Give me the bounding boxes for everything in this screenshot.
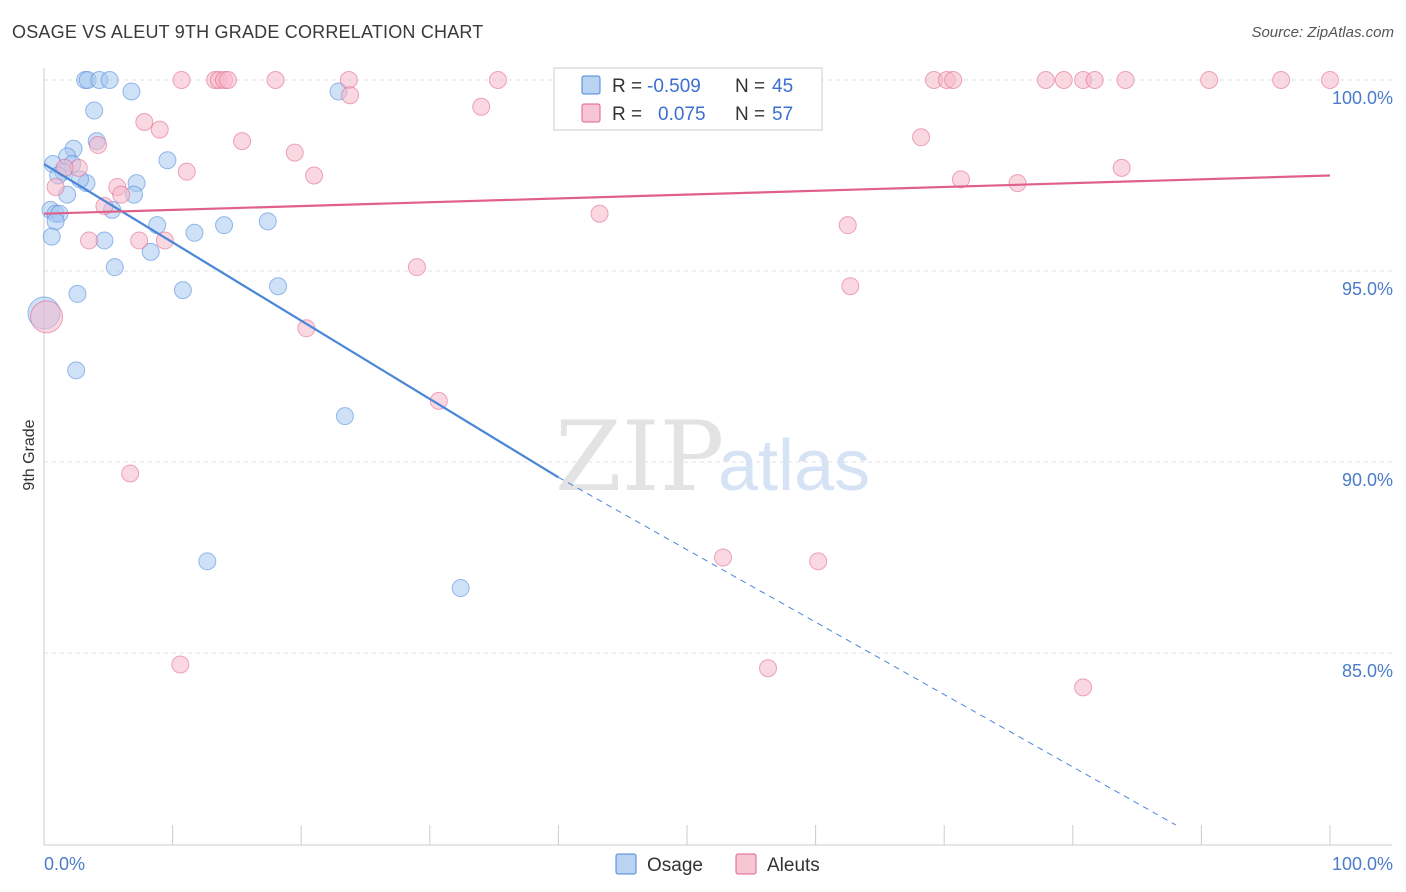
point-aleuts: [285, 143, 304, 162]
point-aleuts: [488, 71, 507, 89]
point-aleuts: [1321, 71, 1339, 89]
legend-n-value-osage: 45: [772, 76, 793, 97]
point-osage: [95, 231, 114, 250]
x-tick-label: 0.0%: [44, 854, 85, 874]
point-osage: [122, 82, 141, 101]
series-legend-swatch-osage: [615, 853, 637, 875]
point-aleuts: [172, 71, 191, 89]
legend-n-value-aleuts: 57: [772, 104, 793, 125]
point-aleuts: [472, 97, 491, 116]
point-aleuts: [1112, 158, 1131, 177]
point-osage: [173, 281, 192, 300]
x-tick-label: 100.0%: [1332, 854, 1393, 874]
point-aleuts: [30, 300, 64, 334]
point-osage: [258, 212, 277, 231]
point-aleuts: [112, 185, 131, 204]
point-aleuts: [912, 128, 931, 147]
point-aleuts: [407, 258, 426, 277]
point-aleuts: [233, 132, 252, 151]
point-osage: [158, 151, 177, 170]
point-osage: [46, 212, 65, 231]
y-axis-label: 9th Grade: [21, 419, 38, 490]
point-aleuts: [339, 71, 358, 89]
point-aleuts: [46, 177, 65, 196]
legend-r-label-aleuts: R =: [612, 104, 642, 125]
point-aleuts: [429, 391, 448, 410]
point-aleuts: [150, 120, 169, 139]
legend-r-value-osage: -0.509: [647, 76, 701, 97]
series-legend-label-osage: Osage: [647, 855, 703, 876]
point-aleuts: [305, 166, 324, 185]
point-aleuts: [218, 71, 237, 89]
point-osage: [269, 277, 288, 296]
point-aleuts: [266, 71, 285, 89]
point-aleuts: [171, 655, 190, 674]
point-osage: [85, 101, 104, 120]
point-osage: [67, 361, 86, 380]
legend-n-label-aleuts: N =: [735, 104, 765, 125]
y-tick-label: 100.0%: [1332, 88, 1393, 108]
legend-r-value-aleuts: 0.075: [658, 104, 706, 125]
point-osage: [451, 579, 470, 598]
point-aleuts: [1272, 71, 1291, 89]
legend-n-label-osage: N =: [735, 76, 765, 97]
trend-extension-osage: [558, 476, 1176, 826]
point-aleuts: [590, 204, 609, 223]
point-aleuts: [130, 231, 149, 250]
stats-legend: R = -0.509 N = 45 R = 0.075 N = 57: [553, 67, 823, 131]
gridlines: [44, 79, 1392, 654]
watermark-atlas: atlas: [718, 426, 870, 506]
point-osage: [42, 227, 61, 246]
series-legend: Osage Aleuts: [615, 853, 820, 876]
y-tick-label: 85.0%: [1342, 661, 1393, 681]
point-aleuts: [135, 113, 154, 132]
point-osage: [105, 258, 124, 277]
series-legend-label-aleuts: Aleuts: [767, 855, 820, 876]
chart-title: OSAGE VS ALEUT 9TH GRADE CORRELATION CHA…: [12, 22, 484, 42]
point-aleuts: [759, 659, 778, 678]
y-tick-label: 95.0%: [1342, 279, 1393, 299]
source-note: Source: ZipAtlas.com: [1251, 24, 1394, 41]
trend-lines: [43, 163, 1331, 826]
legend-swatch-osage: [581, 75, 601, 95]
point-aleuts: [838, 216, 857, 235]
point-aleuts: [951, 170, 970, 189]
point-aleuts: [944, 71, 963, 89]
point-aleuts: [1085, 71, 1104, 89]
point-osage: [198, 552, 217, 571]
point-aleuts: [1008, 174, 1027, 193]
watermark: ZIP atlas: [555, 401, 870, 513]
point-aleuts: [89, 135, 108, 154]
point-osage: [68, 284, 87, 303]
point-aleuts: [121, 464, 140, 483]
point-aleuts: [841, 277, 860, 296]
point-aleuts: [1054, 71, 1073, 89]
scatter-points: [27, 71, 1339, 697]
point-osage: [215, 216, 234, 235]
point-aleuts: [1036, 71, 1055, 89]
point-osage: [100, 71, 119, 89]
point-osage: [141, 242, 160, 261]
point-aleuts: [80, 231, 99, 250]
series-legend-swatch-aleuts: [735, 853, 757, 875]
point-aleuts: [341, 86, 360, 105]
point-aleuts: [714, 548, 733, 567]
legend-r-label-osage: R =: [612, 76, 642, 97]
point-osage: [148, 216, 167, 235]
point-osage: [335, 407, 354, 426]
point-aleuts: [1116, 71, 1135, 89]
point-aleuts: [1074, 678, 1093, 697]
trend-line-aleuts: [43, 174, 1331, 215]
trend-line-osage: [43, 163, 559, 479]
point-aleuts: [809, 552, 828, 571]
point-aleuts: [1200, 71, 1219, 89]
y-tick-label: 90.0%: [1342, 470, 1393, 490]
point-osage: [185, 223, 204, 242]
point-aleuts: [177, 162, 196, 181]
watermark-zip: ZIP: [555, 401, 724, 513]
legend-swatch-aleuts: [581, 103, 601, 123]
axes: 85.0% 90.0% 95.0% 100.0% 0.0% 100.0%: [43, 68, 1393, 874]
